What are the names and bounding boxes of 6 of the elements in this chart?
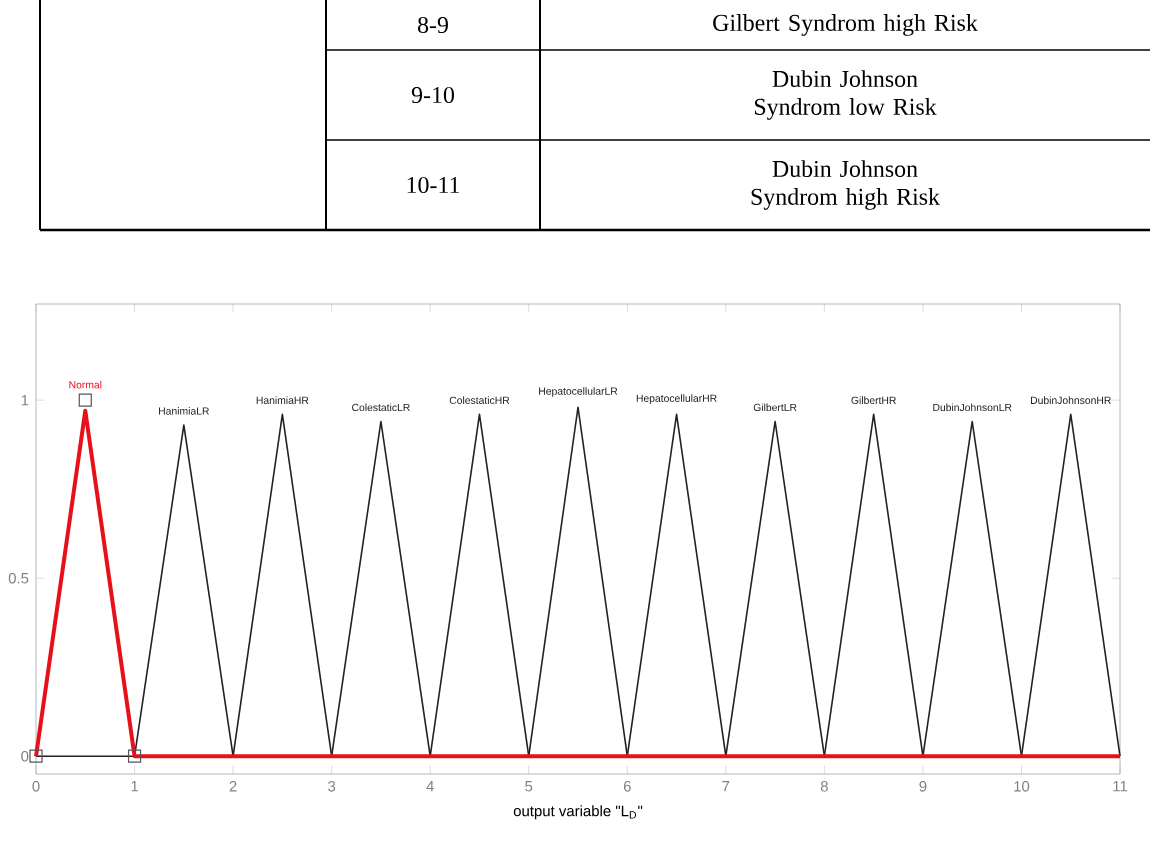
text: Dubin Johnson Syndrom low Risk <box>754 70 937 120</box>
text: 8-9 <box>417 16 448 34</box>
text: Gilbert Syndrom high Risk <box>713 14 978 36</box>
text: 9-10 <box>411 86 454 104</box>
text: 10-11 <box>407 176 460 194</box>
text: Dubin Johnson Syndrom high Risk <box>751 160 940 210</box>
